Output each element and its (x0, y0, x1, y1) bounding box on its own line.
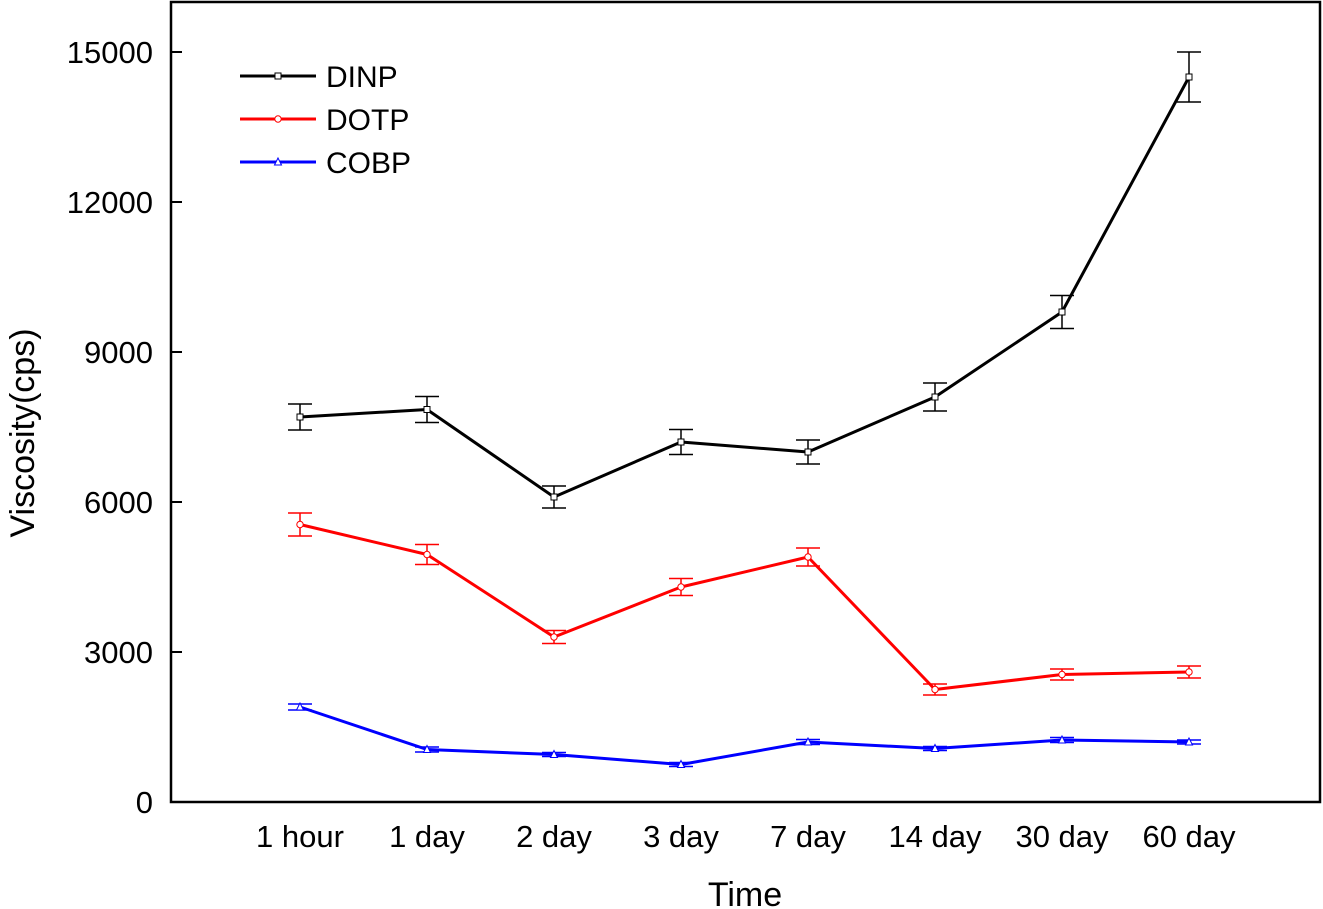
series-line (299, 705, 1190, 766)
legend-item-cobp: COBP (240, 147, 411, 180)
data-point (931, 685, 939, 694)
series-layer (288, 51, 1201, 768)
data-point (1184, 736, 1194, 746)
data-point (296, 413, 304, 421)
data-point (423, 406, 431, 413)
x-tick-label: 3 day (643, 819, 719, 854)
data-point (1057, 734, 1067, 744)
y-tick-label: 6000 (84, 485, 153, 520)
x-axis-title: Time (708, 876, 782, 909)
data-point (676, 759, 686, 768)
y-tick-label: 3000 (84, 635, 153, 670)
data-point (550, 493, 558, 501)
data-point (1058, 308, 1066, 316)
series-dinp (288, 51, 1201, 509)
y-tick-label: 9000 (84, 335, 153, 370)
x-axis: 1 hour 1 day 2 day 3 day 7 day 14 day 30 day 60… (256, 819, 1236, 854)
y-tick-label: 12000 (67, 185, 153, 220)
legend: DINP DOTP COBP (240, 61, 411, 180)
x-tick-label: 2 day (516, 819, 592, 854)
y-tick-label: 0 (136, 785, 153, 820)
x-tick-label: 7 day (770, 819, 846, 854)
y-axis-title: Viscosity(cps) (4, 328, 42, 537)
data-point (274, 115, 282, 123)
data-point (677, 583, 685, 591)
series-line (299, 523, 1190, 691)
legend-item-dotp: DOTP (240, 104, 409, 137)
legend-label: COBP (326, 147, 411, 180)
data-point (422, 744, 432, 753)
data-point (677, 438, 685, 446)
x-tick-label: 1 day (389, 819, 465, 854)
series-line (299, 76, 1191, 499)
data-point (804, 448, 812, 456)
legend-label: DOTP (326, 104, 409, 137)
data-point (274, 72, 282, 80)
data-point (296, 520, 304, 529)
series-dotp (288, 512, 1201, 696)
data-point (1185, 73, 1193, 81)
x-tick-label: 60 day (1142, 819, 1236, 854)
y-axis: 0 3000 6000 9000 12000 15000 (67, 35, 182, 820)
series-cobp (288, 701, 1201, 768)
data-point (550, 633, 558, 641)
data-point (549, 749, 559, 758)
x-tick-label: 14 day (888, 819, 982, 854)
y-tick-label: 15000 (67, 35, 153, 70)
plot-frame (169, 0, 1322, 804)
data-point (1185, 668, 1193, 676)
x-tick-label: 30 day (1015, 819, 1109, 854)
legend-item-dinp: DINP (240, 61, 398, 94)
data-point (803, 736, 813, 746)
data-point (273, 156, 283, 166)
data-point (1058, 670, 1066, 679)
data-point (804, 553, 812, 561)
data-point (931, 393, 939, 401)
legend-label: DINP (326, 61, 398, 94)
data-point (423, 550, 431, 559)
data-point (295, 701, 305, 711)
x-tick-label: 1 hour (256, 819, 344, 854)
data-point (930, 743, 940, 752)
